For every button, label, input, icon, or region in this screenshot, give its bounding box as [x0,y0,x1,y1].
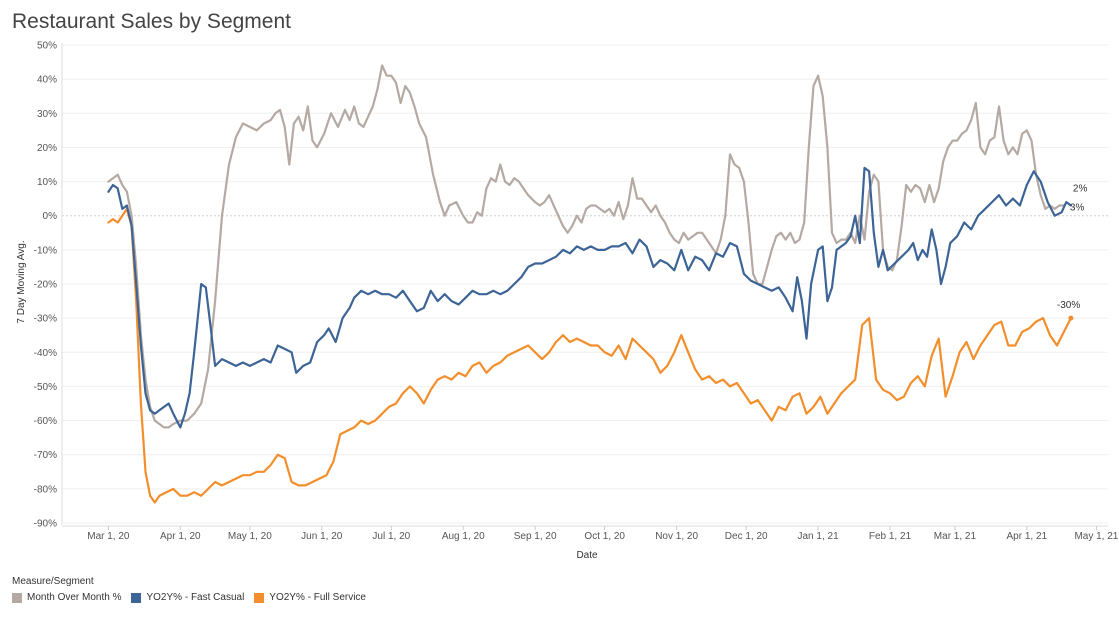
y-tick-label: -50% [34,382,57,393]
y-tick-label: -90% [34,519,57,530]
y-tick-label: -30% [34,314,57,325]
x-tick-label: May 1, 20 [228,531,272,542]
legend-label: YO2Y% - Fast Casual [146,592,245,603]
end-label: 3% [1070,202,1085,213]
end-label: -30% [1057,300,1080,311]
x-tick-label: Feb 1, 21 [869,531,912,542]
x-tick-label: Dec 1, 20 [725,531,768,542]
x-tick-label: Sep 1, 20 [514,531,557,542]
y-tick-label: -20% [34,280,57,291]
x-axis-ticks: Mar 1, 20 Apr 1, 20 May 1, 20 Jun 1, 20 Jul … [87,526,1119,542]
legend-swatch [12,592,22,603]
y-tick-label: -40% [34,348,57,359]
y-axis-label: 7 Day Moving Avg. [16,240,27,323]
chart-title: Restaurant Sales by Segment [12,10,291,33]
y-tick-label: 10% [37,177,57,188]
x-tick-label: Oct 1, 20 [584,531,625,542]
x-tick-label: Mar 1, 21 [934,531,977,542]
legend: Measure/Segment Month Over Month % YO2Y% … [12,576,366,603]
legend-title: Measure/Segment [12,576,94,587]
end-point [1068,315,1074,321]
x-tick-label: Jan 1, 21 [798,531,840,542]
y-tick-label: 20% [37,143,57,154]
end-label: 2% [1073,183,1088,194]
y-tick-label: -80% [34,484,57,495]
x-tick-label: Mar 1, 20 [87,531,130,542]
end-labels: 3% 2% -30% [1057,183,1088,321]
x-tick-label: Apr 1, 21 [1007,531,1048,542]
legend-label: YO2Y% - Full Service [269,592,366,603]
y-tick-label: -60% [34,416,57,427]
x-axis-label: Date [576,550,598,561]
legend-item[interactable]: Month Over Month % [12,592,121,603]
gridlines [61,43,1108,527]
y-tick-label: -70% [34,450,57,461]
line-chart: 50% 40% 30% 20% 10% 0% -10% -20% -30% -40% -50% -60… [16,41,1119,562]
x-tick-label: Nov 1, 20 [655,531,698,542]
legend-swatch [254,592,265,603]
series-line-0 [107,64,1065,429]
legend-items: Month Over Month % YO2Y% - Fast Casual YO2… [12,592,366,603]
y-tick-label: 40% [37,75,57,86]
x-tick-label: Aug 1, 20 [442,531,485,542]
legend-label: Month Over Month % [27,592,122,603]
series-line-2 [107,207,1072,504]
y-axis-ticks: 50% 40% 30% 20% 10% 0% -10% -20% -30% -40% -50% -60… [34,41,57,530]
legend-swatch [131,592,142,603]
x-tick-label: Jun 1, 20 [301,531,343,542]
x-tick-label: May 1, 21 [1074,531,1118,542]
y-tick-label: 0% [43,211,58,222]
y-tick-label: -10% [34,245,57,256]
y-tick-label: 30% [37,109,57,120]
legend-item[interactable]: YO2Y% - Fast Casual [131,592,244,603]
legend-item[interactable]: YO2Y% - Full Service [254,592,366,603]
series-lines [107,64,1072,504]
x-tick-label: Jul 1, 20 [372,531,410,542]
x-tick-label: Apr 1, 20 [160,531,201,542]
series-line-1 [107,166,1072,429]
y-tick-label: 50% [37,41,57,52]
